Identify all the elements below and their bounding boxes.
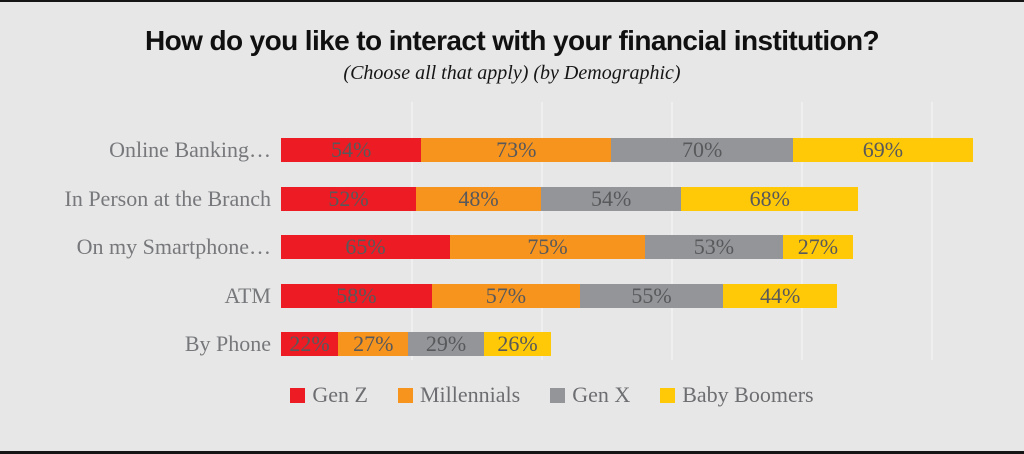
category-label: In Person at the Branch (64, 185, 272, 211)
bar-row: In Person at the Branch 52% 48% 54% 68% (0, 185, 1024, 211)
bar-value-label: 26% (497, 332, 538, 356)
gridline (671, 102, 673, 360)
bar-row: ATM 58% 57% 55% 44% (0, 282, 1024, 308)
legend-swatch-icon (290, 387, 306, 403)
plot-area: Online Banking… 54% 73% 70% 69% In Person at … (0, 102, 1024, 360)
bar-value-label: 27% (797, 235, 839, 259)
stacked-bar: 52% 48% 54% 68% (281, 186, 859, 211)
chart-title: How do you like to interact with your fi… (144, 25, 880, 56)
legend-swatch-icon (550, 387, 566, 403)
bar-segment-gen-z: 52% (281, 186, 417, 211)
bar-value-label: 29% (425, 332, 467, 356)
bar-segment-gen-x: 55% (579, 283, 723, 308)
gridline (541, 102, 543, 360)
gridline (931, 102, 933, 360)
legend-swatch-icon (660, 387, 676, 403)
bar-segment-gen-z: 22% (281, 332, 339, 356)
bar-segment-millennials: 73% (421, 138, 612, 162)
bar-segment-gen-x: 53% (645, 235, 783, 259)
bar-segment-baby-boomers: 69% (793, 138, 973, 162)
bar-segment-millennials: 27% (338, 332, 409, 356)
bar-value-label: 55% (631, 283, 672, 308)
bar-segment-baby-boomers: 26% (483, 332, 552, 356)
bar-value-label: 70% (682, 138, 723, 162)
bar-value-label: 69% (862, 138, 904, 162)
bar-row: Online Banking… 54% 73% 70% 69% (0, 138, 1024, 162)
bar-value-label: 54% (591, 186, 632, 211)
legend-item-millennials: Millennials (397, 382, 521, 408)
category-label: On my Smartphone… (76, 234, 271, 259)
bar-value-label: 65% (345, 235, 386, 259)
legend: Gen Z Millennials Gen X Baby Boomers (40, 382, 1024, 408)
bar-segment-gen-z: 54% (281, 138, 422, 162)
bar-segment-millennials: 57% (431, 283, 580, 308)
bar-segment-baby-boomers: 68% (681, 186, 859, 211)
legend-label: Gen Z (312, 382, 368, 407)
legend-item-baby-boomers: Baby Boomers (660, 382, 814, 408)
gridline (801, 102, 803, 360)
bar-segment-millennials: 75% (450, 235, 645, 259)
legend-swatch-icon (397, 387, 413, 403)
bar-segment-gen-z: 58% (281, 283, 432, 308)
legend-item-gen-x: Gen X (550, 382, 630, 408)
bar-segment-gen-x: 29% (408, 332, 484, 356)
stacked-bar: 58% 57% 55% 44% (281, 283, 838, 308)
gridline (411, 102, 413, 360)
bar-segment-gen-x: 54% (540, 186, 682, 211)
bar-value-label: 73% (496, 138, 537, 162)
bar-value-label: 53% (693, 235, 735, 259)
category-label: Online Banking… (109, 137, 271, 162)
legend-label: Millennials (419, 382, 521, 407)
chart-subtitle: (Choose all that apply) (by Demographic) (343, 62, 681, 84)
legend-label: Gen X (572, 382, 631, 407)
bar-segment-gen-z: 65% (281, 235, 450, 259)
bar-value-label: 75% (527, 235, 568, 259)
legend-label: Baby Boomers (682, 382, 814, 407)
bar-value-label: 44% (760, 283, 801, 308)
bar-value-label: 68% (749, 186, 790, 211)
category-label: ATM (224, 282, 271, 308)
legend-item-gen-z: Gen Z (290, 382, 368, 408)
bar-segment-baby-boomers: 27% (782, 235, 853, 259)
stacked-bar: 22% 27% 29% 26% (281, 332, 552, 356)
bar-value-label: 54% (331, 138, 372, 162)
bar-value-label: 58% (336, 283, 377, 308)
bar-segment-gen-x: 70% (611, 138, 794, 162)
bar-value-label: 57% (485, 283, 527, 308)
bar-segment-millennials: 48% (416, 186, 541, 211)
bar-value-label: 27% (353, 332, 394, 356)
bar-row: By Phone 22% 27% 29% 26% (0, 332, 1024, 356)
bar-value-label: 22% (289, 332, 330, 356)
stacked-bar: 54% 73% 70% 69% (281, 138, 973, 162)
bar-segment-baby-boomers: 44% (722, 283, 838, 308)
bar-value-label: 48% (458, 186, 499, 211)
category-label: By Phone (184, 331, 271, 356)
bar-rows: Online Banking… 54% 73% 70% 69% In Person at … (0, 138, 1024, 356)
bar-row: On my Smartphone… 65% 75% 53% 27% (0, 235, 1024, 259)
bar-value-label: 52% (328, 186, 369, 211)
stacked-bar: 65% 75% 53% 27% (281, 235, 853, 259)
